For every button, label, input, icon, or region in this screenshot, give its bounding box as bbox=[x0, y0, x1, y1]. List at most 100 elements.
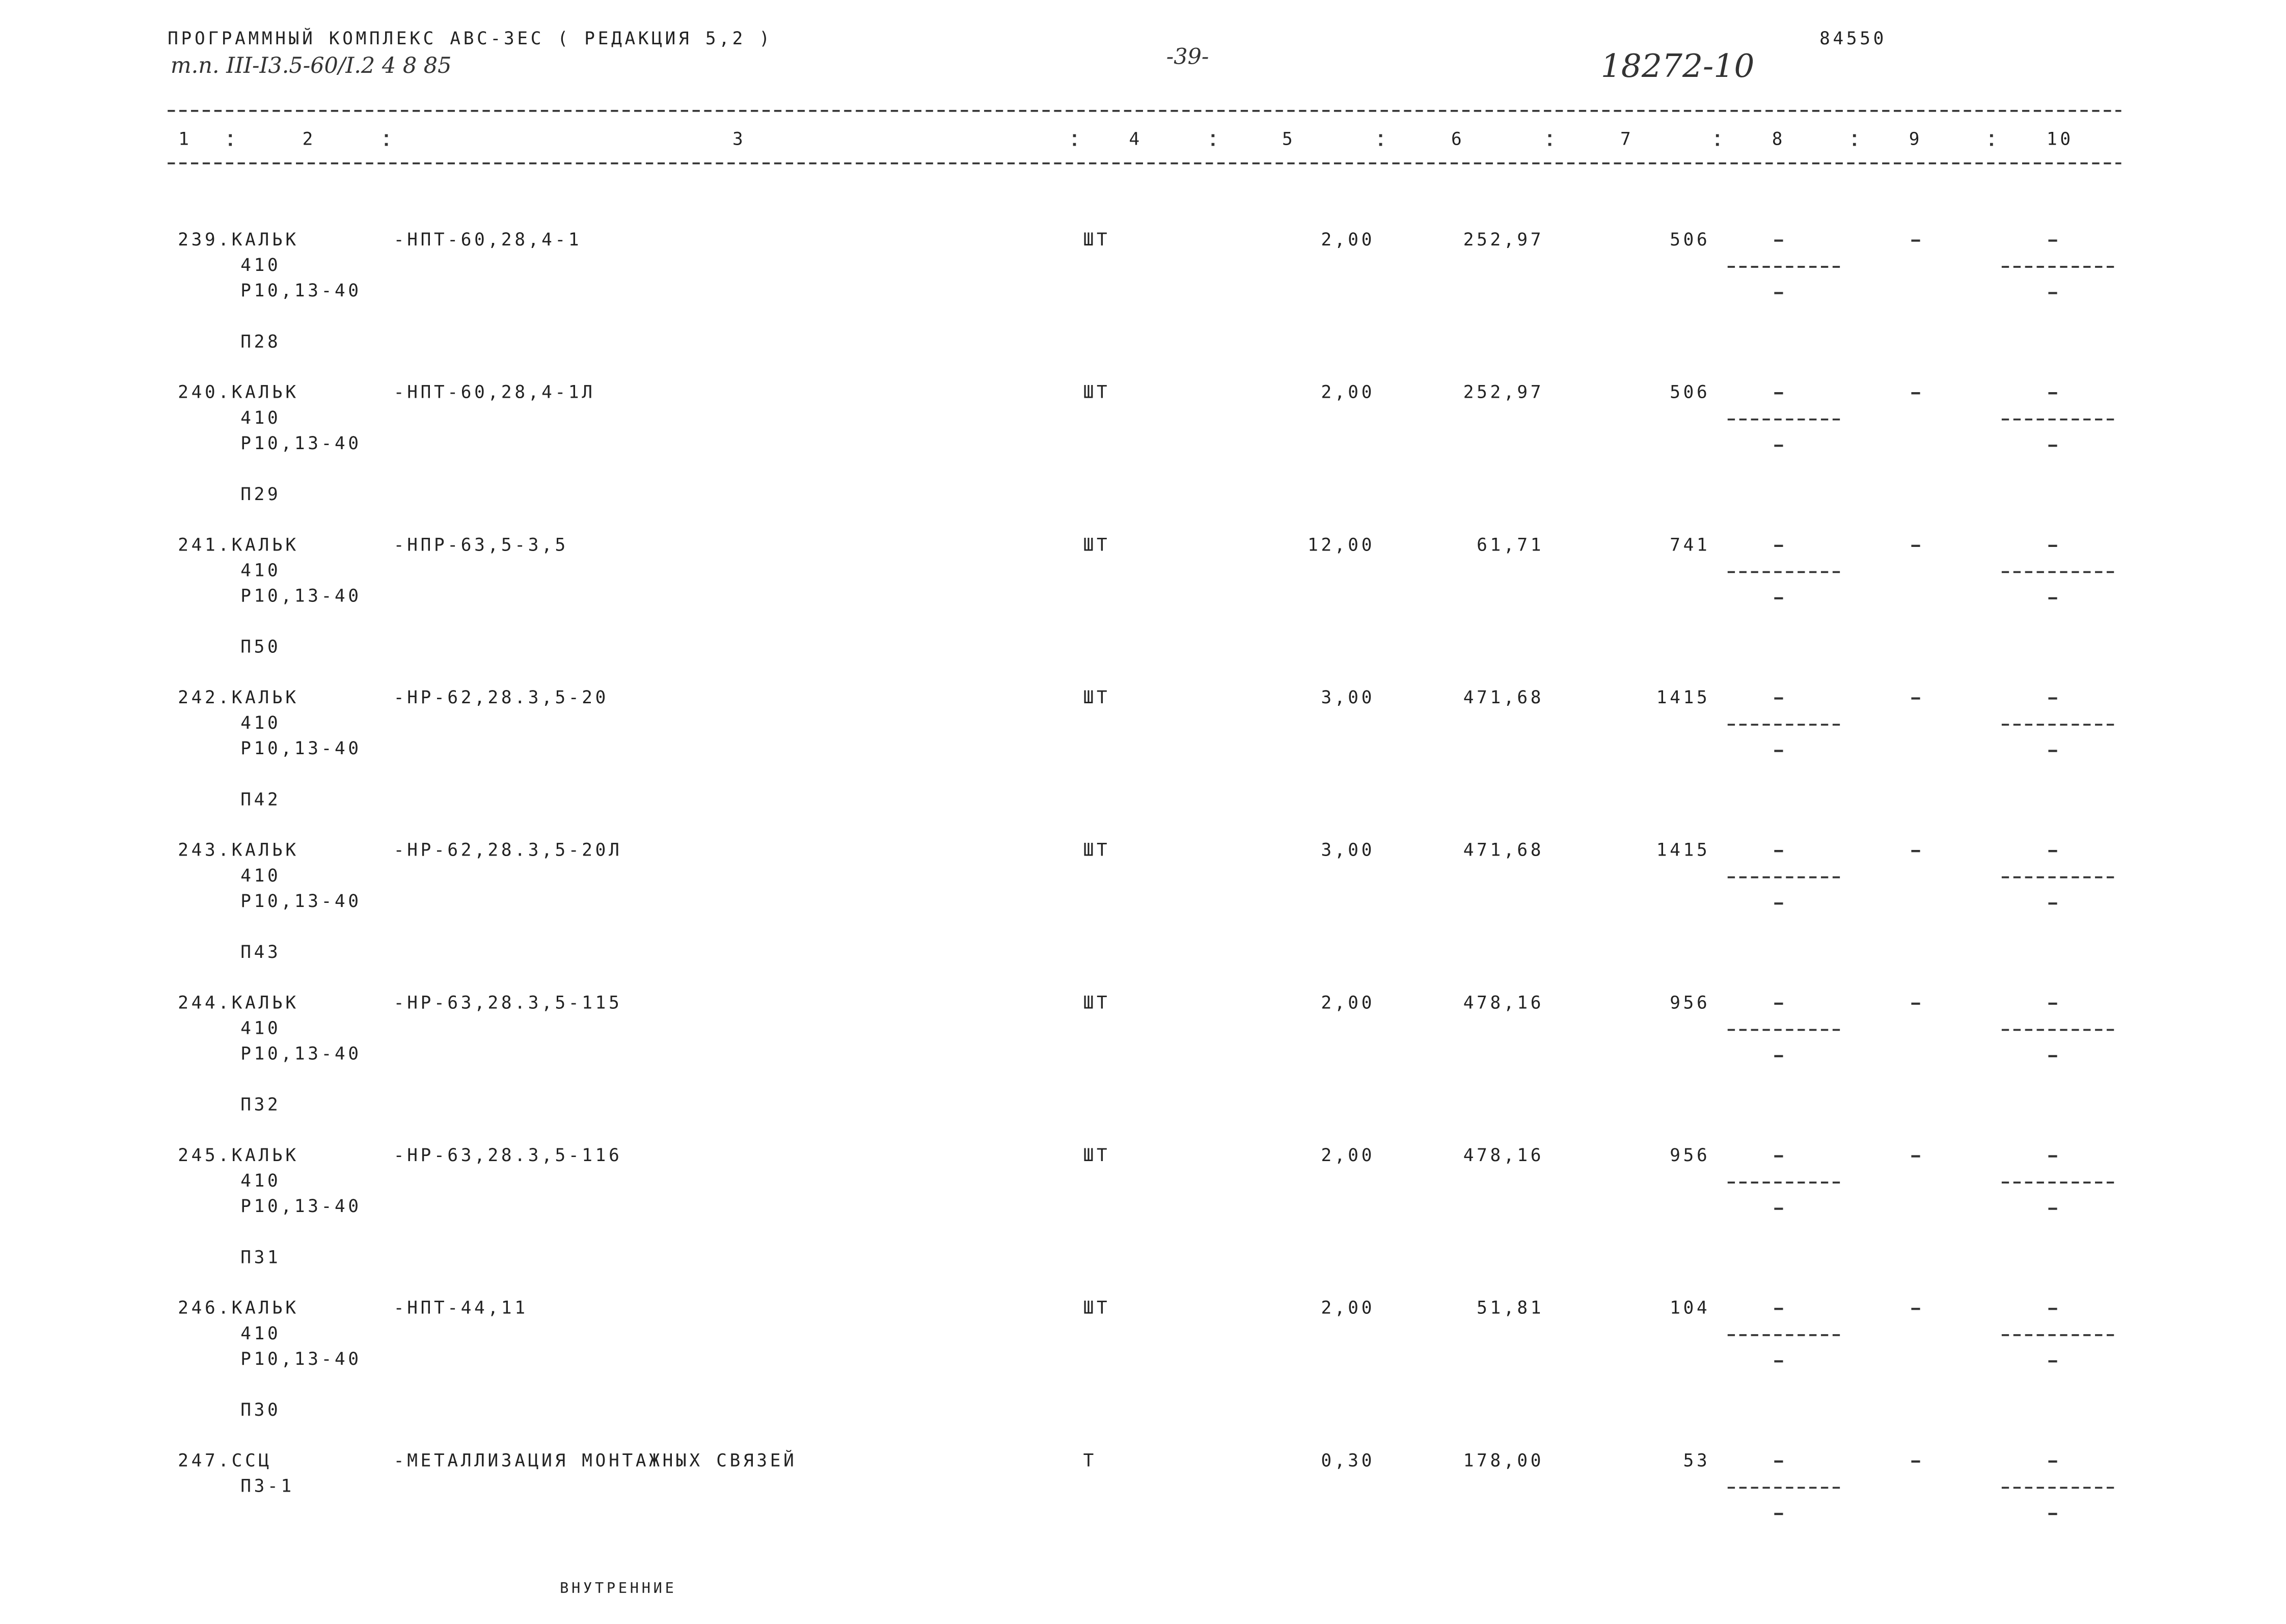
row-sub: 410 bbox=[240, 1324, 281, 1344]
row-unit: ШТ bbox=[1083, 382, 1110, 403]
row-qty: 12,00 bbox=[1308, 535, 1375, 555]
row-price: 478,16 bbox=[1463, 993, 1544, 1013]
column-number: 1 bbox=[178, 129, 192, 150]
page-number: -39- bbox=[1166, 44, 1209, 70]
row-ref: П29 bbox=[240, 484, 281, 505]
separator-dot bbox=[1853, 143, 1856, 146]
row-price: 478,16 bbox=[1463, 1145, 1544, 1166]
row-name: -НР-63,28.3,5-116 bbox=[394, 1145, 622, 1166]
row-unit: ШТ bbox=[1083, 840, 1110, 861]
column-number: 6 bbox=[1451, 129, 1464, 150]
row-price: 252,97 bbox=[1463, 382, 1544, 403]
separator-dot bbox=[1211, 134, 1215, 137]
row-sub: 410 bbox=[240, 408, 281, 428]
row-sub: Р10,13-40 bbox=[240, 738, 362, 759]
row-unit: ШТ bbox=[1083, 687, 1110, 708]
row-qty: 2,00 bbox=[1321, 1298, 1375, 1318]
separator-dot bbox=[1548, 134, 1552, 137]
row-unit: ШТ bbox=[1083, 535, 1110, 555]
row-sub: Р10,13-40 bbox=[240, 433, 362, 454]
row-sub: Р10,13-40 bbox=[240, 586, 362, 607]
column-number: 7 bbox=[1620, 129, 1634, 150]
row-id: 243.КАЛЬК bbox=[178, 840, 299, 861]
row-ref: П42 bbox=[240, 789, 281, 810]
row-price: 178,00 bbox=[1463, 1450, 1544, 1471]
row-id: 245.КАЛЬК bbox=[178, 1145, 299, 1166]
row-id: 240.КАЛЬК bbox=[178, 382, 299, 403]
row-total: 506 bbox=[1670, 230, 1710, 250]
row-name: -НПР-63,5-3,5 bbox=[394, 535, 568, 555]
separator-dot bbox=[1073, 143, 1076, 146]
separator-dot bbox=[1073, 134, 1076, 137]
row-qty: 2,00 bbox=[1321, 993, 1375, 1013]
program-title: ПРОГРАММНЫЙ КОМПЛЕКС АВС-3ЕС ( РЕДАКЦИЯ … bbox=[168, 28, 773, 49]
row-total: 956 bbox=[1670, 1145, 1710, 1166]
row-name: -НР-62,28.3,5-20 bbox=[394, 687, 609, 708]
row-qty: 0,30 bbox=[1321, 1450, 1375, 1471]
row-price: 61,71 bbox=[1477, 535, 1544, 555]
row-unit: ШТ bbox=[1083, 1298, 1110, 1318]
row-sub: 410 bbox=[240, 713, 281, 733]
column-number: 8 bbox=[1772, 129, 1785, 150]
row-name: -НПТ-60,28,4-1 bbox=[394, 230, 582, 250]
row-id: 241.КАЛЬК bbox=[178, 535, 299, 555]
separator-dot bbox=[1548, 143, 1552, 146]
row-ref: П30 bbox=[240, 1400, 281, 1420]
row-qty: 2,00 bbox=[1321, 230, 1375, 250]
row-ref: П31 bbox=[240, 1247, 281, 1268]
row-sub: Р10,13-40 bbox=[240, 281, 362, 301]
row-id: 239.КАЛЬК bbox=[178, 230, 299, 250]
row-sub: 410 bbox=[240, 560, 281, 581]
row-unit: ШТ bbox=[1083, 230, 1110, 250]
separator-dot bbox=[1990, 143, 1993, 146]
row-name: -НР-62,28.3,5-20Л bbox=[394, 840, 622, 861]
row-sub: 410 bbox=[240, 1018, 281, 1038]
row-sub: 410 bbox=[240, 1171, 281, 1191]
row-unit: Т bbox=[1083, 1450, 1097, 1471]
separator-dot bbox=[1211, 143, 1215, 146]
row-ref: П32 bbox=[240, 1095, 281, 1115]
row-total: 506 bbox=[1670, 382, 1710, 403]
separator-dot bbox=[1853, 134, 1856, 137]
row-price: 471,68 bbox=[1463, 840, 1544, 861]
column-number: 3 bbox=[732, 129, 746, 150]
row-total: 53 bbox=[1683, 1450, 1710, 1471]
column-number: 2 bbox=[303, 129, 316, 150]
row-qty: 3,00 bbox=[1321, 840, 1375, 861]
separator-dot bbox=[1716, 143, 1719, 146]
row-unit: ШТ bbox=[1083, 1145, 1110, 1166]
row-name: -НПТ-60,28,4-1Л bbox=[394, 382, 595, 403]
row-ref: П28 bbox=[240, 332, 281, 352]
row-ref: П43 bbox=[240, 942, 281, 962]
separator-dot bbox=[1716, 134, 1719, 137]
doc-number: 18272-10 bbox=[1601, 47, 1755, 85]
row-name: -НР-63,28.3,5-115 bbox=[394, 993, 622, 1013]
row-sub: Р10,13-40 bbox=[240, 1349, 362, 1369]
row-name: -МЕТАЛЛИЗАЦИЯ МОНТАЖНЫХ СВЯЗЕЙ bbox=[394, 1450, 797, 1471]
separator-dot bbox=[385, 134, 388, 137]
row-total: 741 bbox=[1670, 535, 1710, 555]
row-qty: 3,00 bbox=[1321, 687, 1375, 708]
row-sub: П3-1 bbox=[240, 1476, 294, 1497]
column-number: 5 bbox=[1282, 129, 1295, 150]
separator-dot bbox=[229, 134, 232, 137]
row-qty: 2,00 bbox=[1321, 1145, 1375, 1166]
row-id: 247.ССЦ bbox=[178, 1450, 272, 1471]
row-id: 246.КАЛЬК bbox=[178, 1298, 299, 1318]
row-total: 1415 bbox=[1656, 687, 1710, 708]
row-id: 244.КАЛЬК bbox=[178, 993, 299, 1013]
doc-code: 84550 bbox=[1819, 29, 1887, 49]
row-total: 956 bbox=[1670, 993, 1710, 1013]
row-price: 252,97 bbox=[1463, 230, 1544, 250]
row-unit: ШТ bbox=[1083, 993, 1110, 1013]
row-ref: П50 bbox=[240, 637, 281, 657]
project-ref: т.п. III-I3.5-60/I.2 4 8 85 bbox=[171, 53, 452, 78]
row-sub: 410 bbox=[240, 866, 281, 886]
separator-dot bbox=[1379, 143, 1382, 146]
row-price: 471,68 bbox=[1463, 687, 1544, 708]
column-number: 10 bbox=[2047, 129, 2074, 150]
footer: ВНУТРЕННИЕ bbox=[560, 1579, 677, 1597]
row-total: 1415 bbox=[1656, 840, 1710, 861]
